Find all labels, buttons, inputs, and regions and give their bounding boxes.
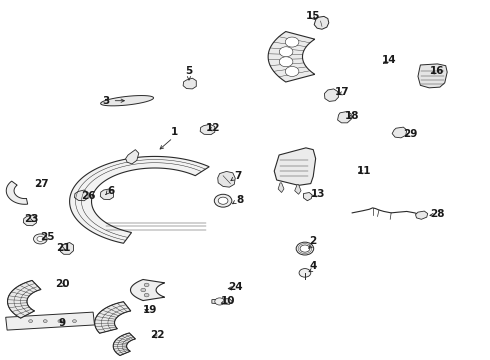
Polygon shape [74,190,88,201]
Text: 15: 15 [306,11,320,21]
Text: 2: 2 [310,236,317,246]
Circle shape [214,194,232,207]
Circle shape [141,288,146,292]
Text: 22: 22 [150,330,165,341]
Circle shape [144,283,149,287]
Polygon shape [418,64,447,88]
Text: 26: 26 [81,191,96,201]
Polygon shape [100,95,153,106]
Polygon shape [60,243,74,254]
Text: 9: 9 [59,318,66,328]
Text: 12: 12 [206,123,220,133]
Circle shape [296,242,314,255]
Text: 3: 3 [102,96,110,107]
Text: 10: 10 [220,296,235,306]
Polygon shape [6,312,95,330]
Text: 27: 27 [34,179,49,189]
Polygon shape [95,302,131,333]
Circle shape [279,57,293,67]
Text: 4: 4 [310,261,317,271]
Polygon shape [125,150,139,164]
Polygon shape [100,189,114,200]
Polygon shape [6,181,27,204]
Polygon shape [268,32,315,82]
Text: 20: 20 [55,279,70,289]
Circle shape [285,37,299,47]
Polygon shape [70,157,209,243]
Polygon shape [294,185,301,194]
Circle shape [43,320,47,323]
Polygon shape [130,279,165,301]
Circle shape [33,234,47,244]
Text: 19: 19 [143,305,157,315]
Text: 14: 14 [381,55,396,65]
Polygon shape [274,148,316,185]
Text: 18: 18 [345,111,360,121]
Text: 7: 7 [234,171,242,181]
Text: 28: 28 [430,209,445,219]
Text: 13: 13 [311,189,325,199]
Text: 25: 25 [40,232,55,242]
Text: 5: 5 [185,66,193,76]
Circle shape [285,67,299,76]
Text: 6: 6 [107,186,115,196]
Circle shape [300,245,310,252]
Polygon shape [24,215,36,226]
Circle shape [37,237,44,242]
Text: 16: 16 [430,66,445,76]
Circle shape [218,197,228,204]
Polygon shape [7,280,41,318]
Polygon shape [200,124,215,135]
Polygon shape [212,298,232,304]
Polygon shape [324,89,339,102]
Circle shape [299,269,311,277]
Text: 21: 21 [56,243,71,253]
Polygon shape [183,78,196,89]
Text: 29: 29 [403,129,418,139]
Polygon shape [278,183,284,193]
Polygon shape [338,111,351,123]
Polygon shape [416,211,428,219]
Circle shape [279,47,293,57]
Circle shape [29,320,32,323]
Circle shape [73,320,76,323]
Text: 8: 8 [237,195,244,204]
Text: 1: 1 [171,127,178,137]
Circle shape [215,298,224,305]
Text: 17: 17 [335,87,350,98]
Circle shape [144,293,149,297]
Polygon shape [113,333,135,356]
Text: 23: 23 [24,214,39,224]
Polygon shape [218,171,235,187]
Circle shape [58,320,62,323]
Text: 24: 24 [228,282,243,292]
Polygon shape [392,127,407,138]
Polygon shape [314,17,329,29]
Polygon shape [303,193,312,201]
Text: 11: 11 [357,166,371,176]
